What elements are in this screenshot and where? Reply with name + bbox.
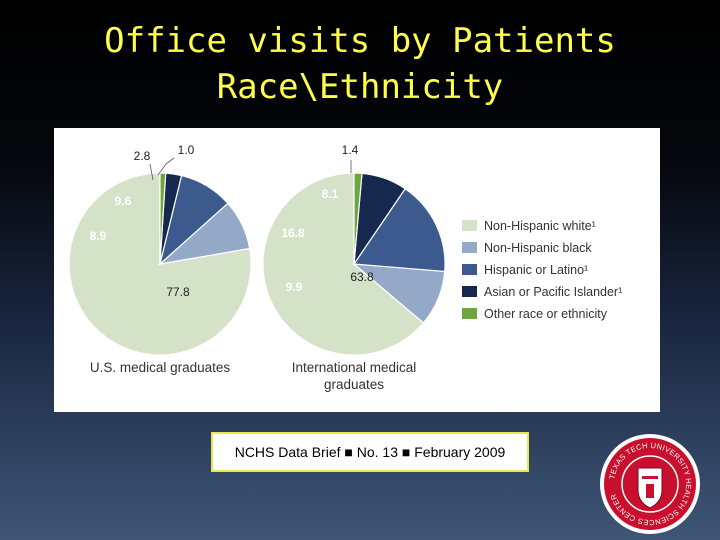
- seal-shield-band: [642, 476, 658, 479]
- seal-shield-tower-icon: [646, 484, 654, 498]
- legend-item: Other race or ethnicity: [462, 307, 608, 321]
- legend-label: Non-Hispanic black: [484, 241, 592, 255]
- slice-value-label: 9.9: [286, 280, 303, 294]
- slice-value-label: 8.9: [90, 229, 107, 243]
- legend-swatch: [462, 264, 477, 275]
- citation-text: NCHS Data Brief ■ No. 13 ■ February 2009: [234, 444, 506, 460]
- legend-swatch: [462, 308, 477, 319]
- pie-slice: [353, 172, 363, 265]
- pie-chart-figure: 77.8 8.9 9.6 2.8 1.0 U.S. medical graduates 63…: [54, 128, 660, 412]
- slice-value-label: 9.6: [115, 194, 132, 208]
- slice-value-label: 1.0: [178, 143, 195, 157]
- slice-value-label: 8.1: [322, 187, 339, 201]
- pie-slice: [262, 172, 425, 356]
- pies-layer: 77.8 8.9 9.6 2.8 1.0 U.S. medical graduates 63…: [68, 143, 446, 392]
- pie-chart-2: 63.8 9.9 16.8 8.1 1.4 International medical gr…: [262, 143, 446, 392]
- university-seal-logo: TEXAS TECH UNIVERSITY HEALTH SCIENCES CE…: [600, 434, 700, 534]
- legend-item: Hispanic or Latino¹: [462, 263, 588, 277]
- citation-box: NCHS Data Brief ■ No. 13 ■ February 2009: [211, 432, 529, 472]
- legend-item: Asian or Pacific Islander¹: [462, 285, 622, 299]
- slice-value-label: 16.8: [281, 226, 305, 240]
- legend-label: Other race or ethnicity: [484, 307, 608, 321]
- pie-name-label: U.S. medical graduates: [90, 360, 231, 375]
- pie-name-label: International medical graduates: [292, 360, 417, 392]
- slice-value-label: 77.8: [166, 285, 190, 299]
- legend-label: Asian or Pacific Islander¹: [484, 285, 622, 299]
- slide-title-line-1: Office visits by Patients: [104, 21, 616, 61]
- legend-swatch: [462, 242, 477, 253]
- chart-legend: Non-Hispanic white¹ Non-Hispanic black His…: [462, 219, 622, 321]
- slide-title-line-2: Race\Ethnicity: [216, 67, 504, 107]
- pie-slice: [352, 187, 446, 273]
- pie-slice: [159, 172, 167, 265]
- slice-leader-line: [149, 163, 154, 181]
- legend-swatch: [462, 286, 477, 297]
- legend-label: Hispanic or Latino¹: [484, 263, 588, 277]
- slice-value-label: 1.4: [342, 143, 359, 157]
- slice-leader-line: [157, 157, 175, 176]
- slice-value-label: 63.8: [350, 270, 374, 284]
- slice-value-label: 2.8: [134, 149, 151, 163]
- legend-swatch: [462, 220, 477, 231]
- legend-label: Non-Hispanic white¹: [484, 219, 596, 233]
- legend-item: Non-Hispanic black: [462, 241, 592, 255]
- slide-title: Office visits by Patients Race\Ethnicity: [0, 18, 720, 110]
- legend-item: Non-Hispanic white¹: [462, 219, 596, 233]
- pie-chart-1: 77.8 8.9 9.6 2.8 1.0 U.S. medical graduates: [68, 143, 252, 375]
- pie-charts-svg: 77.8 8.9 9.6 2.8 1.0 U.S. medical graduates 63…: [68, 143, 622, 392]
- seal-inner-ring: [621, 455, 679, 513]
